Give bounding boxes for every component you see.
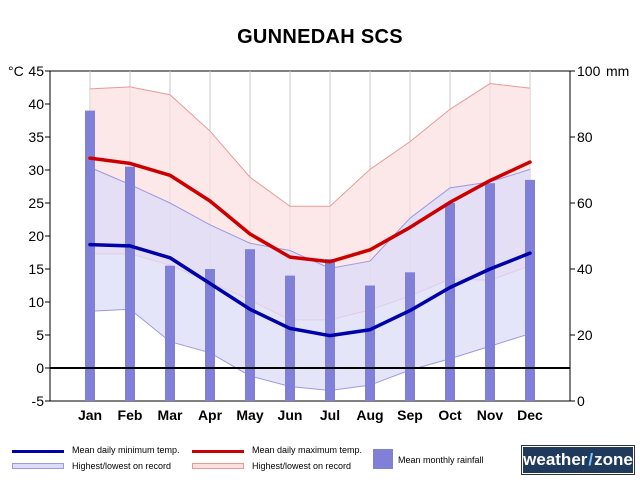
month-label-mar: Mar <box>158 407 183 423</box>
legend-max-temp: Mean daily maximum temp. <box>252 445 363 455</box>
logo-text-right: zone <box>594 450 633 469</box>
right-tick-label: 20 <box>577 327 593 343</box>
left-tick-label: 40 <box>28 96 44 112</box>
month-label-dec: Dec <box>517 407 543 423</box>
legend-min-range: Highest/lowest on record <box>72 461 172 471</box>
logo-text-left: weather <box>523 450 588 469</box>
month-label-oct: Oct <box>438 407 462 423</box>
legend-max-line-swatch <box>192 450 244 453</box>
right-tick-label: 0 <box>577 393 585 409</box>
left-tick-label: 20 <box>28 228 44 244</box>
rainfall-bar-nov <box>485 183 495 401</box>
legend-rainfall: Mean monthly rainfall <box>398 455 484 465</box>
month-label-jul: Jul <box>320 407 340 423</box>
right-axis-unit: mm <box>606 63 629 79</box>
left-tick-label: 0 <box>36 360 44 376</box>
left-tick-label: 10 <box>28 294 44 310</box>
left-axis-unit: °C <box>8 63 24 79</box>
weatherzone-logo[interactable]: weather / zone <box>521 445 635 475</box>
month-label-may: May <box>236 407 263 423</box>
max-temp-line <box>88 156 532 264</box>
right-tick-label: 80 <box>577 129 593 145</box>
legend-rain-swatch <box>373 449 393 469</box>
month-label-sep: Sep <box>397 407 423 423</box>
left-tick-label: 15 <box>28 261 44 277</box>
legend-min-band-swatch <box>12 463 64 469</box>
rainfall-bar-apr <box>205 269 215 401</box>
left-tick-label: -5 <box>32 393 45 409</box>
legend-min-line-swatch <box>12 450 64 453</box>
month-label-jun: Jun <box>278 407 303 423</box>
right-tick-label: 40 <box>577 261 593 277</box>
chart-title: GUNNEDAH SCS <box>237 26 403 48</box>
month-label-apr: Apr <box>198 407 223 423</box>
right-tick-label: 60 <box>577 195 593 211</box>
rainfall-bar-jul <box>325 259 335 401</box>
min-record-band-lower-edge <box>89 308 531 391</box>
month-label-nov: Nov <box>477 407 504 423</box>
left-tick-label: 45 <box>28 63 44 79</box>
right-axis-ticks: 0 20 40 60 80 100 <box>570 63 601 409</box>
month-label-feb: Feb <box>118 407 143 423</box>
right-tick-label: 100 <box>577 63 601 79</box>
left-tick-label: 35 <box>28 129 44 145</box>
logo-slash-icon: / <box>588 450 594 469</box>
temperature-lines <box>88 156 532 338</box>
rainfall-bar-may <box>245 249 255 401</box>
legend-max-band-swatch <box>192 463 244 469</box>
month-axis-labels: Jan Feb Mar Apr May Jun Jul Aug Sep Oct Nov Dec <box>78 407 543 423</box>
left-tick-label: 5 <box>36 327 44 343</box>
rainfall-bar-oct <box>445 203 455 401</box>
rainfall-bar-feb <box>125 166 135 401</box>
rainfall-bar-mar <box>165 265 175 401</box>
rainfall-bar-dec <box>525 179 535 401</box>
left-tick-label: 25 <box>28 195 44 211</box>
left-tick-label: 30 <box>28 162 44 178</box>
month-label-aug: Aug <box>356 407 383 423</box>
legend-max-range: Highest/lowest on record <box>252 461 352 471</box>
month-label-jan: Jan <box>78 407 102 423</box>
rainfall-bar-sep <box>405 272 415 401</box>
rainfall-bar-jun <box>285 275 295 401</box>
left-axis-ticks: -5 0 5 10 15 20 25 30 35 40 45 <box>28 63 50 409</box>
rainfall-bars <box>85 110 535 401</box>
rainfall-bar-jan <box>85 110 95 401</box>
max-record-band-upper-edge <box>89 83 531 207</box>
min-temp-line <box>88 242 532 338</box>
rainfall-bar-aug <box>365 285 375 401</box>
legend-min-temp: Mean daily minimum temp. <box>72 445 180 455</box>
